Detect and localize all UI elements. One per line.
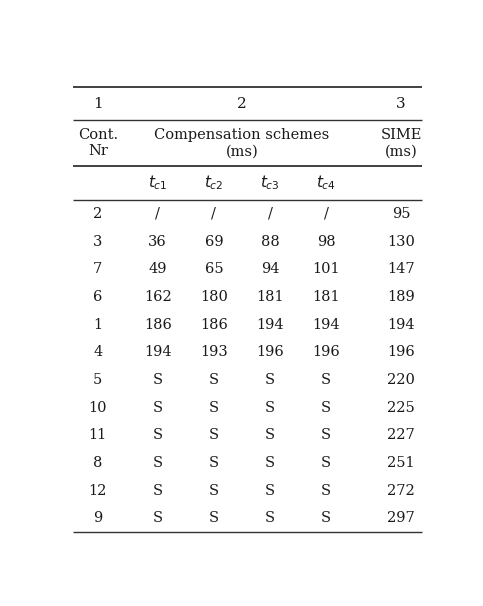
Text: 3: 3 xyxy=(93,235,102,248)
Text: 194: 194 xyxy=(256,318,284,331)
Text: $t_{c2}$: $t_{c2}$ xyxy=(204,174,224,193)
Text: S: S xyxy=(209,428,219,442)
Text: Compensation schemes
(ms): Compensation schemes (ms) xyxy=(154,128,329,158)
Text: S: S xyxy=(153,484,163,498)
Text: 227: 227 xyxy=(387,428,415,442)
Text: $t_{c3}$: $t_{c3}$ xyxy=(260,174,280,193)
Text: S: S xyxy=(265,373,275,387)
Text: 65: 65 xyxy=(204,262,223,276)
Text: 69: 69 xyxy=(204,235,223,248)
Text: S: S xyxy=(209,511,219,525)
Text: 98: 98 xyxy=(317,235,336,248)
Text: 189: 189 xyxy=(387,290,415,304)
Text: S: S xyxy=(265,401,275,415)
Text: 193: 193 xyxy=(200,345,227,359)
Text: 2: 2 xyxy=(237,96,247,110)
Text: S: S xyxy=(321,511,331,525)
Text: 225: 225 xyxy=(387,401,415,415)
Text: S: S xyxy=(209,401,219,415)
Text: 186: 186 xyxy=(144,318,171,331)
Text: 36: 36 xyxy=(148,235,167,248)
Text: S: S xyxy=(265,511,275,525)
Text: 194: 194 xyxy=(313,318,340,331)
Text: 2: 2 xyxy=(93,207,102,221)
Text: 101: 101 xyxy=(313,262,340,276)
Text: S: S xyxy=(153,373,163,387)
Text: S: S xyxy=(265,428,275,442)
Text: 180: 180 xyxy=(200,290,228,304)
Text: 10: 10 xyxy=(88,401,107,415)
Text: 251: 251 xyxy=(387,456,415,470)
Text: 5: 5 xyxy=(93,373,102,387)
Text: S: S xyxy=(153,401,163,415)
Text: /: / xyxy=(324,207,328,221)
Text: S: S xyxy=(209,373,219,387)
Text: /: / xyxy=(212,207,216,221)
Text: S: S xyxy=(265,484,275,498)
Text: S: S xyxy=(321,484,331,498)
Text: 4: 4 xyxy=(93,345,102,359)
Text: 12: 12 xyxy=(88,484,107,498)
Text: S: S xyxy=(265,456,275,470)
Text: 186: 186 xyxy=(200,318,228,331)
Text: S: S xyxy=(153,428,163,442)
Text: S: S xyxy=(321,456,331,470)
Text: S: S xyxy=(209,484,219,498)
Text: 194: 194 xyxy=(387,318,415,331)
Text: 49: 49 xyxy=(148,262,167,276)
Text: /: / xyxy=(155,207,160,221)
Text: $t_{c1}$: $t_{c1}$ xyxy=(148,174,168,193)
Text: S: S xyxy=(209,456,219,470)
Text: 94: 94 xyxy=(261,262,279,276)
Text: 11: 11 xyxy=(89,428,107,442)
Text: 181: 181 xyxy=(313,290,340,304)
Text: 1: 1 xyxy=(93,96,103,110)
Text: 3: 3 xyxy=(396,96,406,110)
Text: S: S xyxy=(321,401,331,415)
Text: 162: 162 xyxy=(144,290,171,304)
Text: S: S xyxy=(321,428,331,442)
Text: SIME
(ms): SIME (ms) xyxy=(380,128,422,158)
Text: Cont.
Nr: Cont. Nr xyxy=(78,128,118,158)
Text: 196: 196 xyxy=(256,345,284,359)
Text: S: S xyxy=(153,511,163,525)
Text: S: S xyxy=(321,373,331,387)
Text: 9: 9 xyxy=(93,511,102,525)
Text: 272: 272 xyxy=(387,484,415,498)
Text: $t_{c4}$: $t_{c4}$ xyxy=(316,174,336,193)
Text: 95: 95 xyxy=(392,207,410,221)
Text: 8: 8 xyxy=(93,456,102,470)
Text: 88: 88 xyxy=(261,235,279,248)
Text: 181: 181 xyxy=(256,290,284,304)
Text: 1: 1 xyxy=(93,318,102,331)
Text: 7: 7 xyxy=(93,262,102,276)
Text: 297: 297 xyxy=(387,511,415,525)
Text: 220: 220 xyxy=(387,373,415,387)
Text: 194: 194 xyxy=(144,345,171,359)
Text: S: S xyxy=(153,456,163,470)
Text: 147: 147 xyxy=(387,262,415,276)
Text: /: / xyxy=(268,207,272,221)
Text: 130: 130 xyxy=(387,235,415,248)
Text: 196: 196 xyxy=(387,345,415,359)
Text: 196: 196 xyxy=(313,345,340,359)
Text: 6: 6 xyxy=(93,290,102,304)
